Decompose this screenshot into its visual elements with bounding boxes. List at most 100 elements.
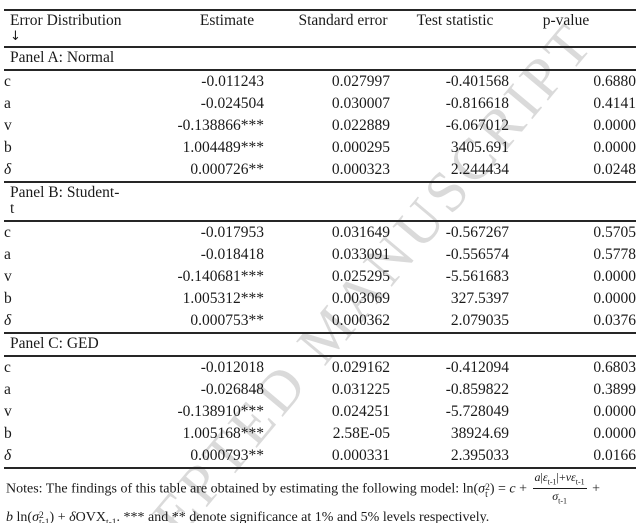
test-stat-value: -0.816618 xyxy=(445,95,509,112)
eq-sigma: σ xyxy=(478,481,486,497)
eq-ovx: OVX xyxy=(75,509,106,523)
table-row: a -0.026848 0.031225 -0.859822 0.3899 xyxy=(4,379,636,401)
estimate-value: 1.005312*** xyxy=(182,290,264,307)
panel-b-header: Panel B: Student- t xyxy=(4,181,636,222)
p-value-value: 0.0000 xyxy=(593,268,636,285)
column-header-standard-error: Standard error xyxy=(264,10,390,48)
p-value-value: 0.0248 xyxy=(509,159,636,183)
test-stat-value: -6.067012 xyxy=(445,117,509,134)
param-label: b xyxy=(4,425,12,442)
p-value-value: 0.0000 xyxy=(593,425,636,442)
std-error-value: 0.000362 xyxy=(264,310,390,334)
results-table: Error Distribution ↓ Estimate Standard e… xyxy=(4,9,636,469)
table-row: c -0.011243 0.027997 -0.401568 0.6880 xyxy=(4,70,636,93)
table-row: a -0.018418 0.033091 -0.556574 0.5778 xyxy=(4,244,636,266)
std-error-value: 0.000295 xyxy=(331,139,390,156)
table-row: b 1.005312*** 0.003069 327.5397 0.0000 xyxy=(4,288,636,310)
test-stat-value: -0.556574 xyxy=(445,246,509,263)
eq-c: c xyxy=(509,481,516,497)
eq-supsub2: 2 t-1 xyxy=(38,510,50,523)
eq-ln2: ln( xyxy=(13,509,33,523)
param-label: c xyxy=(4,73,11,90)
notes-intro: Notes: The findings of this table are ob… xyxy=(6,481,463,497)
table-row: b 1.004489*** 0.000295 3405.691 0.0000 xyxy=(4,137,636,159)
param-label-delta: δ xyxy=(4,310,169,334)
test-stat-value: -5.561683 xyxy=(445,268,509,285)
p-value-value: 0.4141 xyxy=(593,95,636,112)
test-stat-value: -0.859822 xyxy=(445,381,509,398)
notes-line-2: b ln(σ 2 t-1) + δOVXt-1. *** and ** denote… xyxy=(6,508,634,523)
table-row: v -0.138866*** 0.022889 -6.067012 0.0000 xyxy=(4,115,636,137)
eq-trailing-plus: + xyxy=(588,481,601,497)
test-stat-value: -0.412094 xyxy=(445,359,509,376)
param-label: v xyxy=(4,117,12,134)
eq-fraction: a|εt-1|+vεt-1 σt-1 xyxy=(532,471,587,508)
param-label: b xyxy=(4,139,12,156)
estimate-value: 0.000726** xyxy=(169,159,264,183)
p-value-value: 0.6803 xyxy=(593,359,636,376)
table-row: v -0.138910*** 0.024251 -5.728049 0.0000 xyxy=(4,401,636,423)
param-label: c xyxy=(4,359,11,376)
column-header-error-distribution: Error Distribution ↓ xyxy=(4,10,169,48)
p-value-value: 0.5705 xyxy=(593,224,636,241)
table-row: c -0.017953 0.031649 -0.567267 0.5705 xyxy=(4,221,636,244)
std-error-value: 2.58E-05 xyxy=(332,425,390,442)
test-stat-value: -0.401568 xyxy=(445,73,509,90)
table-row: δ 0.000753** 0.000362 2.079035 0.0376 xyxy=(4,310,636,334)
std-error-value: 0.031225 xyxy=(331,381,390,398)
test-stat-value: 38924.69 xyxy=(450,425,509,442)
table-header-row: Error Distribution ↓ Estimate Standard e… xyxy=(4,10,636,48)
column-header-estimate: Estimate xyxy=(169,10,264,48)
estimate-value: 0.000753** xyxy=(169,310,264,334)
eq-period: . xyxy=(116,509,121,523)
fraction-numerator: a|εt-1|+vεt-1 xyxy=(532,471,587,490)
table-row: c -0.012018 0.029162 -0.412094 0.6803 xyxy=(4,356,636,379)
std-error-value: 0.033091 xyxy=(331,246,390,263)
panel-b-title-cont: t xyxy=(10,200,15,217)
test-stat-value: 2.244434 xyxy=(390,159,509,183)
std-error-value: 0.000323 xyxy=(264,159,390,183)
panel-a: Panel A: Normal c -0.011243 0.027997 -0.… xyxy=(4,46,636,183)
param-label: a xyxy=(4,95,11,112)
estimate-value: 1.005168*** xyxy=(182,425,264,442)
eq-ln: ln( xyxy=(462,481,479,497)
down-arrow-icon: ↓ xyxy=(10,29,21,44)
eq-close2: ) + xyxy=(49,509,70,523)
table-row: v -0.140681*** 0.025295 -5.561683 0.0000 xyxy=(4,266,636,288)
test-stat-value: 327.5397 xyxy=(450,290,509,307)
std-error-value: 0.025295 xyxy=(331,268,390,285)
eq-delta: δ xyxy=(69,509,76,523)
std-error-value: 0.003069 xyxy=(331,290,390,307)
p-value-value: 0.0376 xyxy=(509,310,636,334)
table-row: b 1.005168*** 2.58E-05 38924.69 0.0000 xyxy=(4,423,636,445)
fraction-denominator: σt-1 xyxy=(552,489,567,506)
significance-note: *** and ** denote significance at 1% and… xyxy=(120,509,490,523)
notes-line-1: Notes: The findings of this table are ob… xyxy=(6,471,634,508)
estimate-value: -0.138866*** xyxy=(177,117,264,134)
p-value-value: 0.3899 xyxy=(593,381,636,398)
table-row: a -0.024504 0.030007 -0.816618 0.4141 xyxy=(4,93,636,115)
std-error-value: 0.031649 xyxy=(331,224,390,241)
table-notes: Notes: The findings of this table are ob… xyxy=(6,471,634,523)
test-stat-value: 2.079035 xyxy=(390,310,509,334)
std-error-value: 0.030007 xyxy=(331,95,390,112)
panel-c-title: Panel C: GED xyxy=(10,335,99,352)
panel-c-header: Panel C: GED xyxy=(4,332,636,357)
param-label-delta: δ xyxy=(4,159,169,183)
estimate-value: -0.011243 xyxy=(201,73,264,90)
panel-a-title: Panel A: Normal xyxy=(10,49,115,66)
estimate-value: -0.140681*** xyxy=(177,268,264,285)
column-header-error-distribution-label: Error Distribution xyxy=(10,12,122,29)
estimate-value: -0.018418 xyxy=(200,246,264,263)
estimate-value: -0.012018 xyxy=(200,359,264,376)
test-stat-value: -5.728049 xyxy=(445,403,509,420)
p-value-value: 0.0000 xyxy=(593,139,636,156)
param-label: c xyxy=(4,224,11,241)
column-header-p-value: p-value xyxy=(509,10,636,48)
test-stat-value: 3405.691 xyxy=(450,139,509,156)
eq-sigma2: σ xyxy=(32,509,39,523)
table-row: δ 0.000726** 0.000323 2.244434 0.0248 xyxy=(4,159,636,183)
eq-plus: + xyxy=(515,481,531,497)
